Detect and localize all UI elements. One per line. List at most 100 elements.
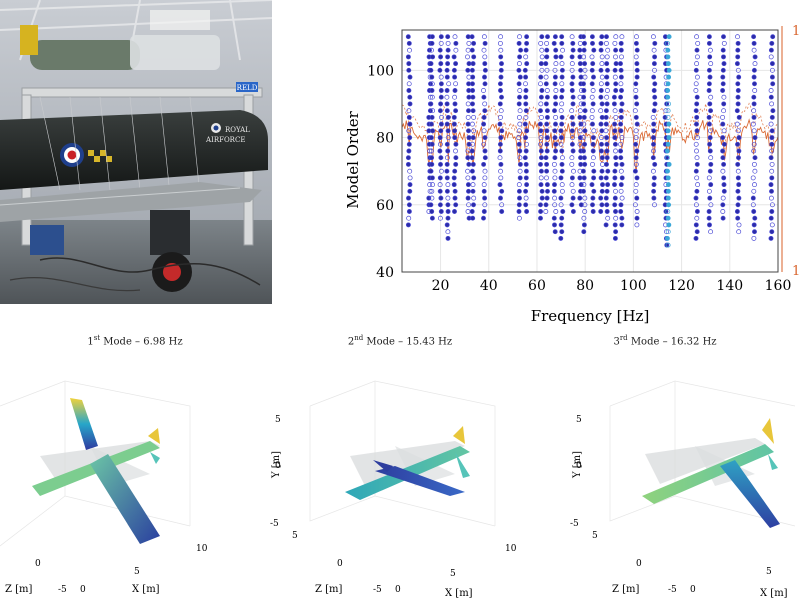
- pole-point: [665, 175, 671, 181]
- pole-point: [559, 67, 565, 73]
- pole-point: [582, 209, 588, 214]
- pole-point: [523, 188, 529, 194]
- pole-point: [437, 67, 443, 73]
- pole-point: [708, 128, 713, 134]
- pole-point: [517, 74, 523, 80]
- pole-point: [569, 182, 575, 188]
- pole-point: [552, 182, 557, 188]
- pole-point: [751, 108, 757, 114]
- pole-point: [560, 209, 566, 214]
- pole-point: [453, 161, 459, 167]
- pole-point: [499, 202, 505, 208]
- pole-point: [600, 182, 605, 188]
- pole-point: [438, 88, 444, 93]
- pole-point: [598, 175, 604, 181]
- pole-point: [544, 195, 550, 201]
- pole-point: [750, 195, 756, 201]
- pole-point: [453, 61, 459, 67]
- pole-point: [553, 61, 559, 67]
- pole-point: [720, 148, 726, 154]
- pole-point: [612, 141, 618, 147]
- pole-point: [707, 141, 713, 147]
- pole-point: [751, 101, 757, 107]
- pole-point: [706, 188, 712, 194]
- pole-point: [523, 108, 529, 114]
- pole-point: [693, 67, 699, 73]
- pole-point: [619, 54, 624, 60]
- pole-point: [769, 209, 775, 214]
- pole-point: [707, 168, 713, 174]
- pole-point: [665, 168, 670, 174]
- pole-point: [618, 74, 624, 80]
- pole-point: [613, 215, 619, 221]
- pole-point: [444, 168, 450, 174]
- mode-shape-1: 1st Mode – 6.98 Hz 10 5 0 -5 0 Z [m] X […: [0, 326, 270, 600]
- pole-point: [652, 67, 657, 73]
- pole-point: [693, 88, 699, 93]
- pole-point: [721, 34, 726, 40]
- pole-point: [721, 108, 727, 114]
- pole-point: [751, 128, 757, 134]
- pole-point: [632, 202, 638, 208]
- mode2-x-label: X [m]: [445, 588, 473, 599]
- pole-point: [437, 215, 443, 221]
- pole-point: [694, 34, 700, 40]
- pole-point: [405, 161, 411, 167]
- pole-point: [429, 188, 435, 194]
- pole-point: [445, 215, 451, 221]
- pole-point: [752, 81, 757, 87]
- pole-point: [465, 168, 471, 174]
- pole-point: [539, 54, 545, 60]
- pole-point: [581, 148, 586, 154]
- pole-point: [551, 188, 557, 194]
- pole-point: [466, 161, 472, 167]
- pole-point: [559, 94, 565, 100]
- pole-point: [666, 67, 672, 73]
- pole-point: [559, 161, 565, 167]
- pole-point: [651, 182, 657, 188]
- pole-point: [470, 88, 476, 93]
- pole-point: [444, 88, 450, 93]
- pole-point: [708, 94, 714, 100]
- pole-point: [407, 175, 413, 181]
- pole-point: [452, 94, 458, 100]
- pole-point: [451, 121, 457, 127]
- pole-point: [465, 182, 471, 188]
- pole-point: [466, 135, 472, 141]
- pole-point: [481, 141, 487, 147]
- mode2-tick-x10: 10: [505, 544, 517, 554]
- pole-point: [665, 94, 671, 100]
- pole-point: [407, 94, 413, 100]
- pole-point: [604, 202, 610, 208]
- pole-point: [538, 74, 544, 80]
- pole-point: [559, 121, 565, 127]
- right-axis-tick-bottom: 1: [792, 264, 800, 279]
- pole-point: [571, 168, 576, 174]
- pole-point: [721, 175, 727, 181]
- pole-point: [618, 209, 624, 214]
- pole-point: [544, 67, 550, 73]
- pole-point: [651, 135, 656, 141]
- pole-point: [407, 182, 413, 188]
- pole-point: [707, 101, 713, 107]
- pole-point: [523, 101, 529, 107]
- pole-point: [770, 81, 776, 87]
- pole-point: [453, 148, 458, 154]
- pole-point: [407, 47, 412, 53]
- pole-point: [590, 195, 596, 201]
- pole-point: [769, 175, 775, 181]
- pole-point: [613, 34, 619, 40]
- pole-point: [591, 168, 597, 174]
- pole-point: [599, 155, 605, 161]
- pole-point: [604, 54, 610, 60]
- pole-point: [452, 101, 458, 107]
- pole-point: [522, 67, 528, 73]
- pole-point: [517, 121, 523, 127]
- pole-point: [438, 155, 444, 161]
- pole-point: [720, 168, 726, 174]
- pole-point: [406, 40, 412, 46]
- pole-point: [570, 94, 576, 100]
- pole-point: [552, 229, 558, 235]
- pole-point: [706, 67, 712, 73]
- pole-point: [665, 155, 670, 161]
